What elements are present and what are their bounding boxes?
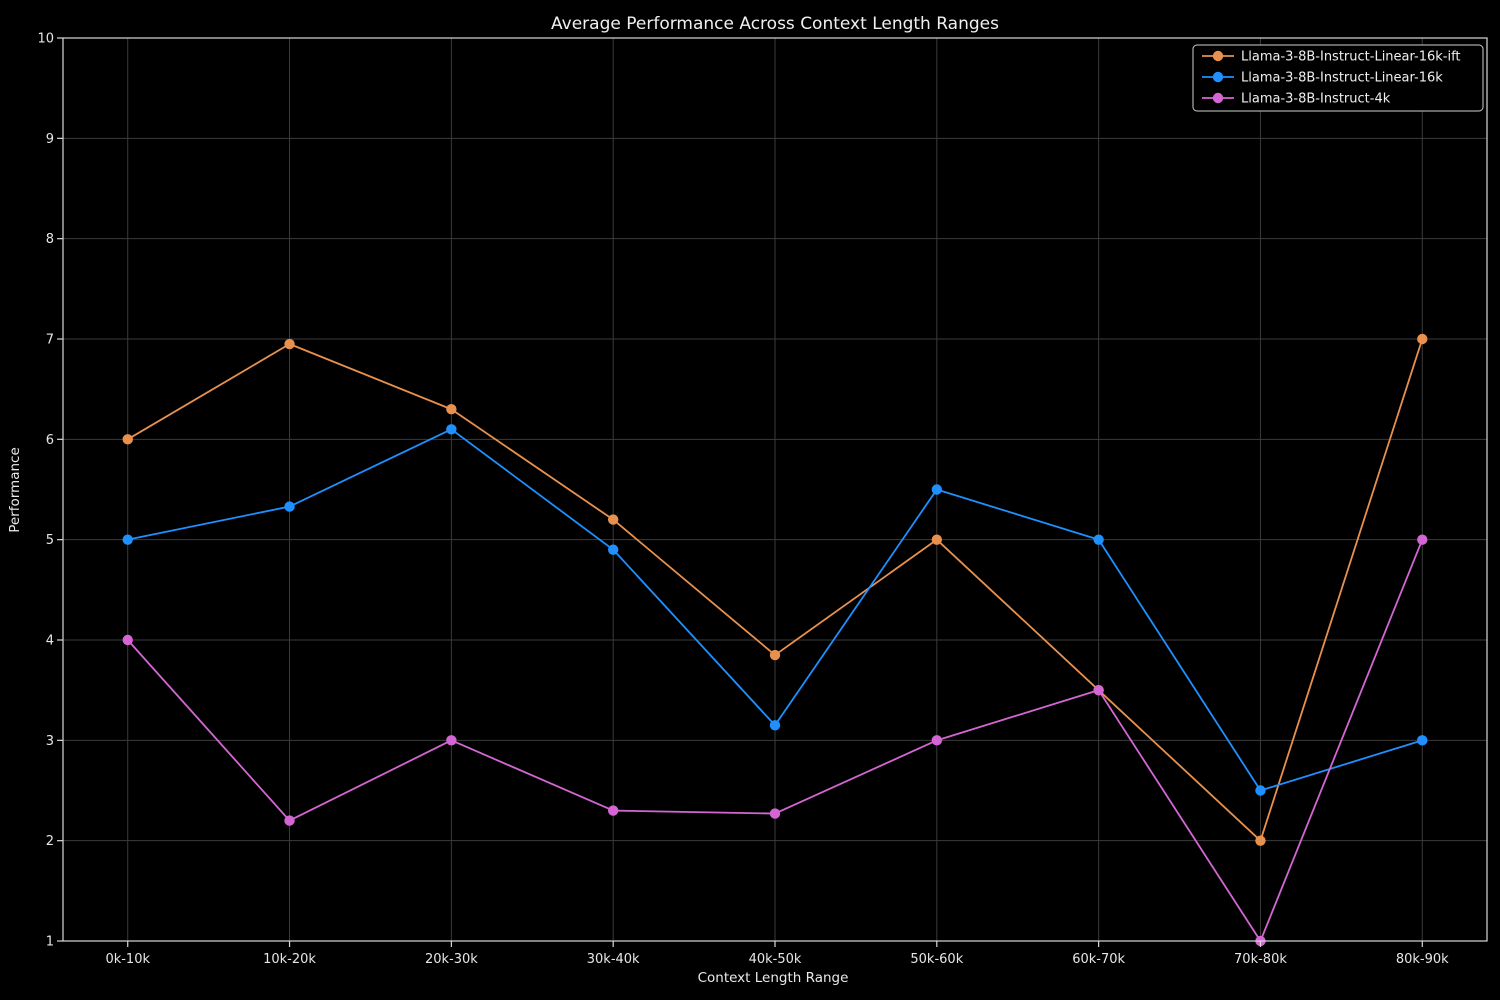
data-point-marker (1255, 785, 1266, 796)
data-point-marker (931, 484, 943, 495)
data-point-marker (284, 501, 295, 512)
grid-layer (63, 37, 1487, 942)
data-point-marker (769, 808, 781, 819)
data-point-marker (607, 544, 619, 555)
data-point-marker (446, 424, 457, 435)
y-tick-label: 5 (46, 533, 54, 548)
data-point-marker (1093, 534, 1104, 545)
series-layer (122, 333, 1428, 947)
y-tick-label: 4 (46, 634, 54, 649)
x-tick-label: 0k-10k (105, 952, 150, 967)
legend-box (1192, 44, 1484, 112)
data-point-marker (122, 534, 133, 545)
data-point-marker (122, 434, 133, 445)
x-tick-label: 10k-20k (263, 952, 316, 967)
y-tick-label: 3 (46, 734, 54, 749)
y-tick-label: 7 (46, 333, 54, 348)
x-tick-label: 40k-50k (749, 952, 802, 967)
chart-title: Average Performance Across Context Lengt… (551, 14, 999, 34)
x-tick-label: 80k-90k (1396, 952, 1449, 967)
data-point-marker (607, 514, 619, 525)
y-axis-label: Performance (7, 447, 23, 533)
data-point-marker (1417, 735, 1428, 746)
legend-swatch-marker (1212, 92, 1224, 104)
data-point-marker (931, 735, 943, 746)
x-tick-label: 30k-40k (587, 952, 640, 967)
x-tick-label: 20k-30k (425, 952, 478, 967)
legend-label: Llama-3-8B-Instruct-4k (1241, 92, 1391, 107)
y-tick-label: 8 (46, 232, 54, 247)
data-point-marker (769, 649, 781, 661)
y-tick-label: 2 (46, 834, 54, 849)
data-point-marker (1417, 534, 1428, 545)
data-point-marker (769, 720, 781, 731)
legend: Llama-3-8B-Instruct-Linear-16k-ift Llama-… (1192, 44, 1484, 112)
x-tick-label: 50k-60k (910, 952, 963, 967)
axis-layer: 1 2 3 4 5 6 7 8 9 10 0k-10k 10k-20k 20k-30k 30k-40k 40… (37, 32, 1488, 967)
legend-label: Llama-3-8B-Instruct-Linear-16k (1241, 71, 1443, 86)
y-tick-label: 10 (37, 32, 54, 47)
data-point-marker (1255, 835, 1266, 846)
data-point-marker (1093, 684, 1104, 696)
y-tick-label: 9 (46, 132, 54, 147)
legend-label: Llama-3-8B-Instruct-Linear-16k-ift (1241, 50, 1461, 65)
data-point-marker (1417, 333, 1428, 345)
data-point-marker (284, 815, 295, 826)
data-point-marker (607, 805, 619, 816)
data-point-marker (122, 634, 133, 646)
x-tick-label: 70k-80k (1234, 952, 1287, 967)
x-tick-label: 60k-70k (1072, 952, 1125, 967)
y-tick-label: 6 (46, 433, 54, 448)
data-point-marker (446, 404, 457, 415)
x-axis-label: Context Length Range (698, 970, 849, 986)
data-point-marker (284, 338, 295, 350)
data-point-marker (446, 735, 457, 746)
legend-swatch-marker (1212, 50, 1224, 62)
legend-swatch-marker (1212, 71, 1224, 83)
y-tick-label: 1 (46, 935, 54, 950)
data-point-marker (931, 534, 943, 545)
